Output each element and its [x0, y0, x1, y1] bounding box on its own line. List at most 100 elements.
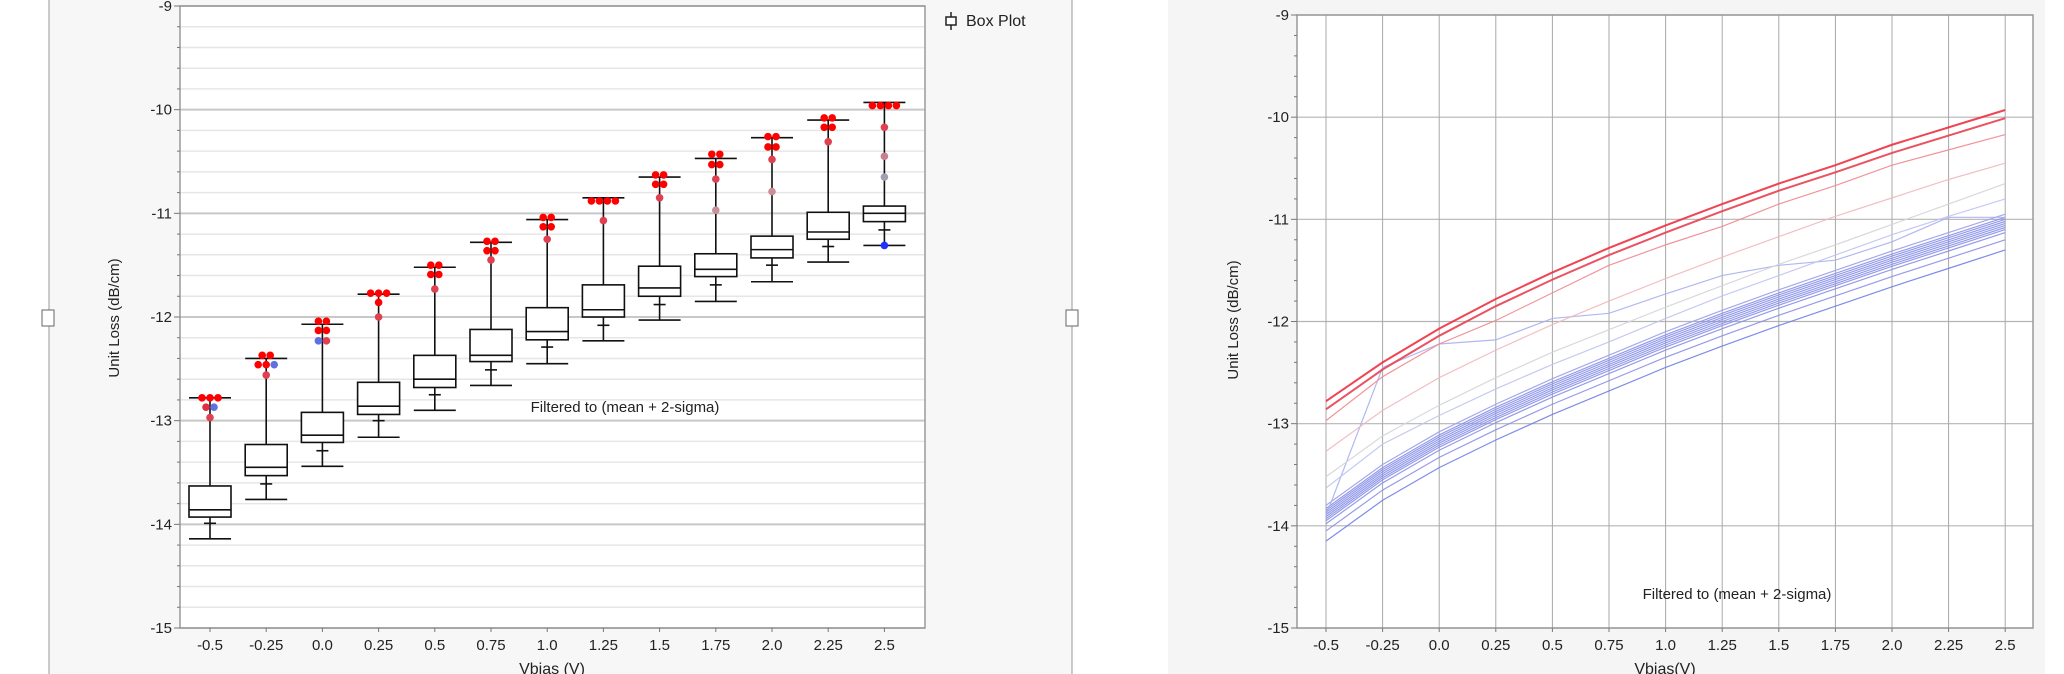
series-line [1325, 216, 2006, 509]
outlier-point [659, 180, 668, 189]
outlier-point [431, 285, 439, 293]
legend-label: Box Plot [966, 13, 1026, 30]
box-1.5 [637, 171, 682, 321]
x-tick-label: 0.25 [364, 637, 393, 654]
box-iqr [693, 252, 738, 278]
series-line [1325, 222, 2006, 516]
x-tick-label: -0.25 [249, 637, 283, 654]
box-iqr [300, 411, 345, 444]
outlier-point [828, 123, 836, 132]
series-line [1325, 109, 2006, 403]
outlier-point [716, 150, 724, 159]
y-tick-label: -13 [1267, 416, 1289, 433]
x-tick-label: 0.0 [1429, 637, 1450, 654]
legend[interactable]: Box Plot [945, 12, 1026, 30]
y-tick-label: -9 [159, 0, 172, 15]
y-tick-label: -15 [150, 620, 172, 637]
outlier-point [198, 394, 206, 402]
outlier-point [210, 403, 218, 411]
outlier-point [206, 413, 214, 422]
y-tick-label: -14 [1267, 518, 1289, 535]
outlier-point [314, 326, 323, 335]
series-line [1325, 218, 2006, 511]
x-tick-label: 1.75 [1821, 637, 1850, 654]
x-tick-label: 2.0 [1882, 637, 1903, 654]
box-iqr [469, 328, 513, 363]
box-iqr [525, 306, 570, 341]
outlier-point [262, 371, 271, 379]
x-tick-label: 0.5 [1542, 637, 1563, 654]
outlier-point [374, 313, 383, 321]
outlier-point [884, 101, 893, 110]
line-chart: -9 -10 -11 -12 -13 -14 -15 -0.5 -0.25 0.0 0.25 0.5 0… [1267, 7, 2034, 654]
y-tick-label: -10 [150, 102, 172, 119]
outlier-point [772, 143, 780, 151]
outlier-point [828, 114, 836, 122]
box-1.25 [581, 196, 626, 342]
series-line [1325, 226, 2006, 520]
outlier-point [764, 143, 772, 151]
outlier-point [595, 197, 604, 205]
box-0.0 [300, 317, 345, 468]
series-line [1325, 232, 2006, 525]
y-tick-label: -11 [151, 205, 172, 222]
outlier-point [880, 123, 889, 132]
x-tick-label: 0.5 [424, 637, 445, 654]
x-tick-label: 1.0 [1655, 637, 1676, 654]
series-line [1325, 228, 2006, 522]
outlier-point [322, 317, 331, 325]
series-line [1325, 162, 2006, 452]
x-tick-label: 2.5 [1995, 637, 2016, 654]
outlier-point [487, 256, 495, 264]
outlier-point [374, 298, 383, 307]
box-iqr [637, 265, 682, 298]
outlier-point [708, 150, 716, 159]
outlier-point [435, 261, 443, 269]
outlier-point [651, 171, 660, 179]
outlier-point [262, 360, 271, 369]
outlier-point [611, 197, 620, 205]
x-tick-label: 1.5 [649, 637, 670, 654]
outlier-point [824, 138, 832, 146]
outlier-point [202, 403, 210, 411]
x-tick-label: -0.5 [1313, 637, 1339, 654]
outlier-point [322, 326, 331, 335]
box-iqr [806, 211, 851, 241]
box-iqr [581, 284, 626, 318]
series-line [1325, 220, 2006, 514]
resize-handle-right[interactable] [1065, 309, 1079, 327]
outlier-point [266, 351, 275, 360]
outlier-point [880, 241, 889, 250]
series-line [1325, 213, 2006, 506]
x-tick-label: 0.0 [312, 637, 333, 654]
outlier-point [868, 101, 877, 110]
series-line [1325, 117, 2006, 411]
box-plot-chart: -9 -10 -11 -12 -13 -14 -15 -0.5 -0.25 0.0 0.25 0.5 0… [150, 0, 926, 654]
x-tick-label: 1.25 [589, 637, 618, 654]
right-y-axis-label: Unit Loss (dB/cm) [1225, 260, 1242, 379]
y-tick-label: -13 [150, 413, 172, 430]
outlier-point [820, 123, 828, 132]
resize-handle-left[interactable] [41, 309, 55, 327]
left-y-axis-label: Unit Loss (dB/cm) [106, 258, 123, 377]
outlier-point [587, 197, 596, 205]
outlier-point [599, 216, 608, 225]
x-tick-label: -0.5 [197, 637, 223, 654]
box--0.5 [188, 394, 232, 540]
y-tick-label: -9 [1276, 7, 1289, 24]
outlier-point [892, 101, 901, 110]
box-0.75 [469, 237, 513, 387]
outlier-point [258, 351, 267, 360]
box-plot-icon [945, 12, 957, 30]
outlier-point [270, 360, 279, 369]
y-tick-label: -12 [1267, 314, 1289, 331]
outlier-point [764, 132, 772, 141]
outlier-point [543, 235, 551, 244]
box-iqr [356, 381, 401, 416]
y-tick-label: -14 [150, 516, 172, 533]
x-tick-label: 1.0 [537, 637, 558, 654]
y-tick-label: -10 [1267, 109, 1289, 126]
box--0.25 [244, 351, 288, 501]
x-tick-label: 2.25 [814, 637, 843, 654]
series-line [1325, 133, 2006, 422]
